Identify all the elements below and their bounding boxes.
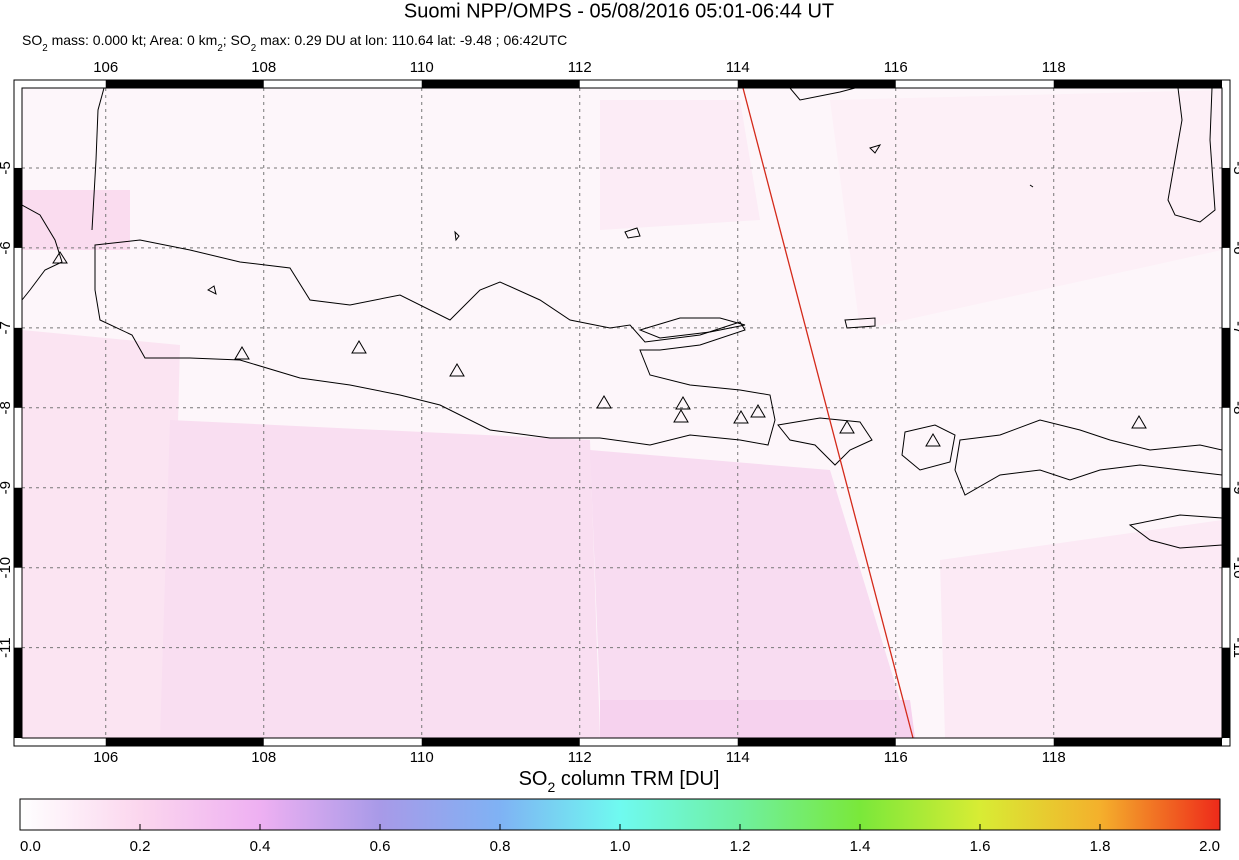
coastline-sumatra xyxy=(22,204,63,301)
subscript: 2 xyxy=(251,43,256,54)
orbit-track xyxy=(742,88,914,738)
frame-bar xyxy=(421,738,580,746)
lon-label: 108 xyxy=(251,749,276,766)
frame-bar xyxy=(737,80,896,88)
text-run: SO xyxy=(519,768,548,790)
lon-label: 106 xyxy=(93,749,118,766)
colorbar-label: 0.6 xyxy=(370,838,391,855)
map-frame xyxy=(21,87,1223,739)
text-run: mass: 0.000 kt; Area: 0 km xyxy=(48,32,218,48)
colorbar-label: 1.8 xyxy=(1090,838,1111,855)
colorbar-label: 1.2 xyxy=(730,838,751,855)
lat-label: -7 xyxy=(0,321,14,334)
frame-bar xyxy=(105,738,264,746)
frame-bar xyxy=(1222,167,1230,248)
lat-label: -6 xyxy=(1230,241,1239,254)
frame-bar xyxy=(14,167,22,248)
coastline-java xyxy=(94,239,776,446)
colorbar-label: 1.0 xyxy=(610,838,631,855)
lat-label: -10 xyxy=(1230,557,1239,579)
lat-label: -11 xyxy=(1230,637,1239,658)
volcanoes xyxy=(52,251,1147,447)
text-run: max: 0.29 DU at lon: 110.64 lat: -9.48 ;… xyxy=(256,32,567,48)
coastline-bali xyxy=(777,417,873,466)
lon-label: 114 xyxy=(726,749,750,766)
map-frame-outer xyxy=(13,79,1231,747)
lat-label: -11 xyxy=(0,637,14,658)
frame-bar xyxy=(737,738,896,746)
text-run: ; SO xyxy=(223,32,251,48)
lat-label: -6 xyxy=(0,241,14,254)
lat-label: -10 xyxy=(0,557,14,579)
lat-label: -9 xyxy=(1230,481,1239,494)
coastline-madura xyxy=(638,317,746,339)
lat-label: -8 xyxy=(0,401,14,414)
lat-label: -5 xyxy=(1230,161,1239,174)
coastline-islands xyxy=(207,144,1034,329)
lon-label: 112 xyxy=(568,749,592,766)
lat-label: -7 xyxy=(1230,321,1239,334)
colorbar-title: SO2 column TRM [DU] xyxy=(519,768,720,794)
lon-label: 110 xyxy=(410,749,434,766)
frame-bar xyxy=(1053,738,1222,746)
text-run: SO xyxy=(22,32,42,48)
map-area xyxy=(22,88,1222,738)
colorbar-label: 1.4 xyxy=(850,838,871,855)
frame-bar xyxy=(1053,80,1222,88)
lon-label: 110 xyxy=(410,59,434,76)
frame-bar xyxy=(1222,647,1230,738)
coastline-sumba xyxy=(1128,514,1222,549)
subscript: 2 xyxy=(217,43,222,54)
frame-bar xyxy=(105,80,264,88)
frame-bar xyxy=(1222,487,1230,568)
frame-bar xyxy=(14,647,22,738)
lon-label: 112 xyxy=(568,59,592,76)
colorbar-label: 0.8 xyxy=(490,838,511,855)
colorbar-label: 0.4 xyxy=(250,838,271,855)
so2-field xyxy=(22,90,1222,738)
frame-bar xyxy=(421,80,580,88)
lon-label: 116 xyxy=(884,59,908,76)
lon-label: 106 xyxy=(93,59,118,76)
lon-label: 114 xyxy=(726,59,750,76)
subscript: 2 xyxy=(548,779,556,795)
lat-label: -5 xyxy=(0,161,14,174)
colorbar-label: 2.0 xyxy=(1199,838,1220,855)
lon-label: 108 xyxy=(251,59,276,76)
frame-bar xyxy=(14,487,22,568)
colorbar-label: 0.0 xyxy=(20,838,41,855)
lat-label: -9 xyxy=(0,481,14,494)
subscript: 2 xyxy=(42,43,47,54)
coastline-lombok xyxy=(901,424,956,471)
frame-bar xyxy=(1222,327,1230,408)
text-run: column TRM [DU] xyxy=(555,768,719,790)
coastline-borneo xyxy=(91,88,856,231)
lon-label: 116 xyxy=(884,749,908,766)
coastline-sumbawa xyxy=(954,419,1222,496)
colorbar-label: 0.2 xyxy=(130,838,151,855)
lon-label: 118 xyxy=(1042,749,1066,766)
coastline-sulawesi xyxy=(1167,88,1216,223)
frame-bar xyxy=(14,327,22,408)
subtitle: SO2 mass: 0.000 kt; Area: 0 km2; SO2 max… xyxy=(22,32,567,54)
lat-label: -8 xyxy=(1230,401,1239,414)
title: Suomi NPP/OMPS - 05/08/2016 05:01-06:44 … xyxy=(404,0,834,22)
colorbar-label: 1.6 xyxy=(970,838,991,855)
lon-label: 118 xyxy=(1042,59,1066,76)
